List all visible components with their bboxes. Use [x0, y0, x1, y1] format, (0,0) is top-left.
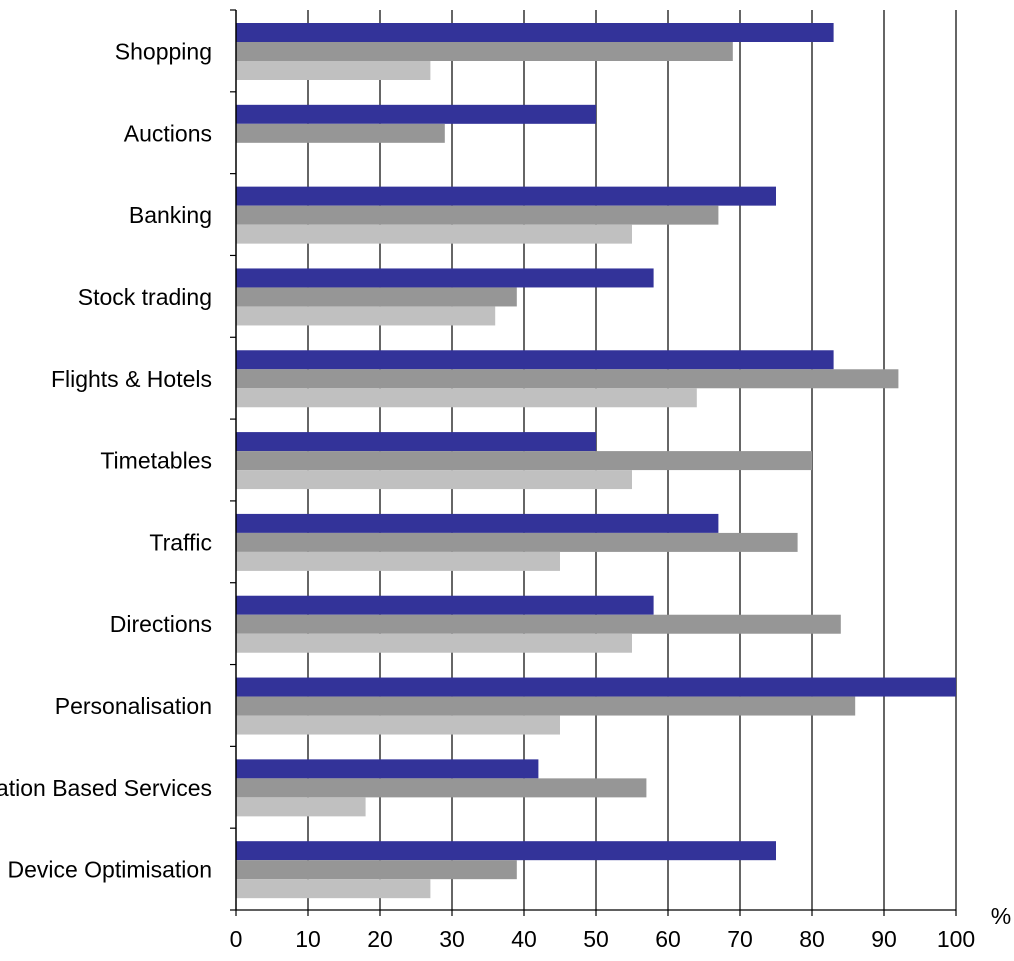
category-label: Directions: [110, 611, 212, 637]
category-label: Personalisation: [55, 693, 212, 719]
bar: [236, 879, 431, 899]
bar: [236, 778, 647, 798]
bars: [236, 23, 956, 899]
bar: [236, 595, 654, 615]
bar: [236, 287, 517, 307]
bar: [236, 104, 596, 124]
bar: [236, 350, 834, 370]
category-label: Device Optimisation: [7, 857, 212, 883]
bar: [236, 23, 834, 42]
bar: [236, 759, 539, 779]
bar: [236, 61, 431, 80]
category-label: Auctions: [124, 120, 212, 146]
bar: [236, 369, 899, 389]
x-tick-label: 80: [799, 926, 825, 952]
x-tick-labels: 0 10 20 30 40 50 60 70 80 90 100: [230, 926, 976, 952]
bar: [236, 532, 798, 552]
bar: [236, 633, 632, 653]
bar: [236, 513, 719, 533]
bar: [236, 797, 366, 817]
category-label: Flights & Hotels: [51, 366, 212, 392]
bar: [236, 224, 632, 244]
category-label: Timetables: [100, 448, 212, 474]
axes: [230, 9, 957, 916]
category-labels: Shopping Auctions Banking Stock trading Flig…: [0, 39, 212, 883]
x-unit-label: %: [991, 903, 1011, 929]
bar: [236, 470, 632, 490]
bar: [236, 268, 654, 288]
bar: [236, 205, 719, 225]
category-label: Banking: [129, 202, 212, 228]
bar: [236, 123, 445, 143]
bar: [236, 306, 496, 326]
x-tick-label: 50: [583, 926, 609, 952]
category-label: Stock trading: [78, 284, 212, 310]
x-tick-label: 100: [937, 926, 975, 952]
bar: [236, 614, 841, 634]
x-tick-label: 0: [230, 926, 243, 952]
x-tick-label: 60: [655, 926, 681, 952]
x-tick-label: 40: [511, 926, 537, 952]
bar: [236, 696, 856, 716]
x-tick-label: 20: [367, 926, 393, 952]
bar: [236, 432, 596, 452]
bar: [236, 677, 956, 697]
x-tick-label: 10: [295, 926, 321, 952]
category-label: Shopping: [115, 39, 212, 65]
bar: [236, 451, 812, 471]
x-tick-label: 70: [727, 926, 753, 952]
bar: [236, 186, 776, 206]
category-label: Traffic: [149, 529, 212, 555]
bar: [236, 860, 517, 880]
x-tick-label: 90: [871, 926, 897, 952]
bar: [236, 715, 560, 735]
category-label: Location Based Services: [0, 775, 212, 801]
x-tick-label: 30: [439, 926, 465, 952]
bar: [236, 42, 733, 61]
bar: [236, 841, 776, 861]
bar: [236, 388, 697, 408]
bar: [236, 551, 560, 571]
